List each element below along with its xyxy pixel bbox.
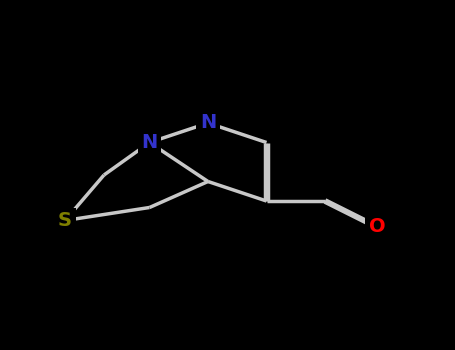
Text: N: N [142,133,157,152]
Text: S: S [58,211,72,230]
Text: O: O [369,217,385,237]
Text: N: N [200,113,216,133]
